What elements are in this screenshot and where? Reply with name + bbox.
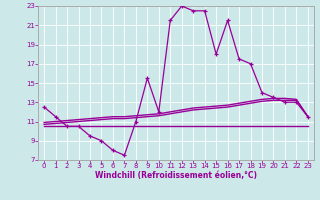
X-axis label: Windchill (Refroidissement éolien,°C): Windchill (Refroidissement éolien,°C) (95, 171, 257, 180)
